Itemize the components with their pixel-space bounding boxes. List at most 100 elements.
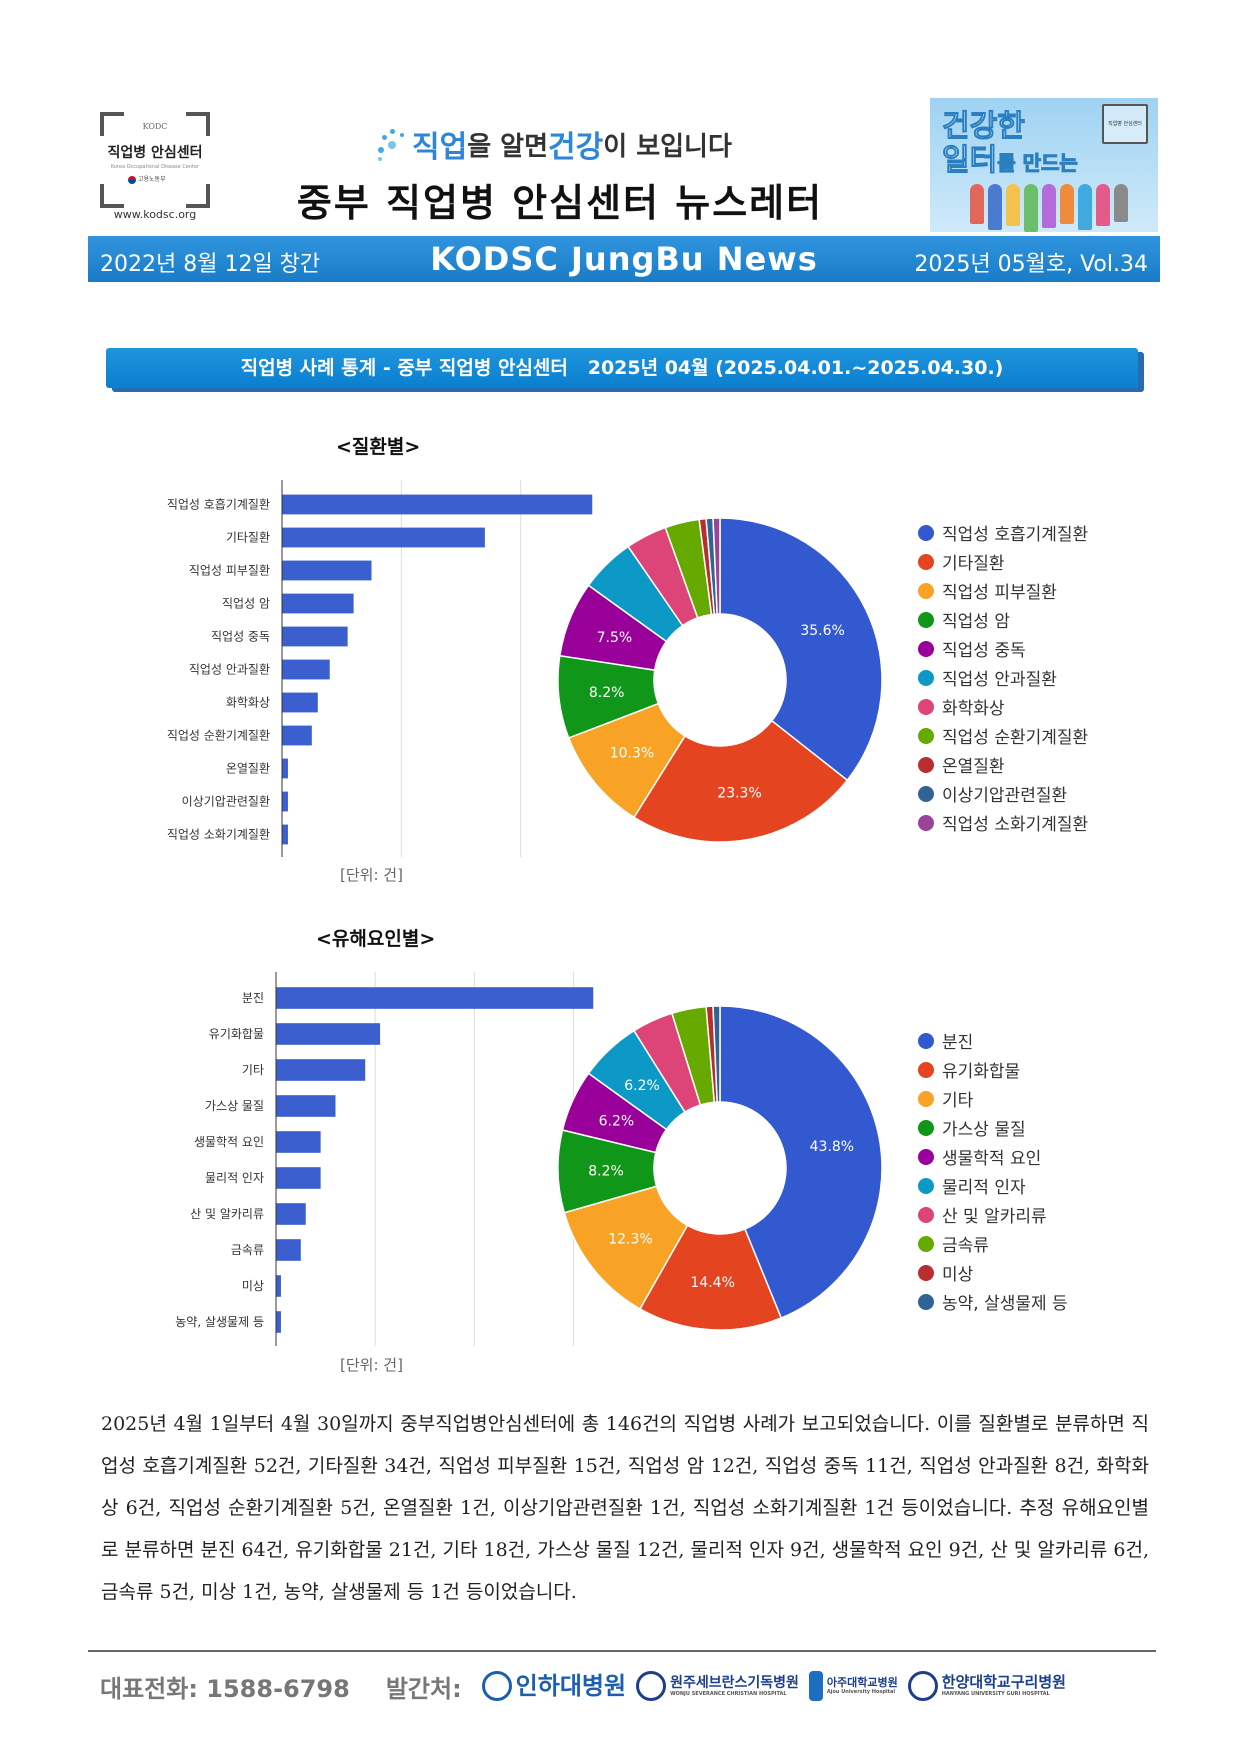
footer: 대표전화: 1588-6798 발간처: 인하대병원 원주세브란스기독병원 WON… (100, 1664, 1066, 1708)
legend-label: 직업성 중독 (942, 641, 1026, 661)
legend-item: 직업성 암 (918, 605, 1088, 634)
unit-label-hazard: [단위: 건] (340, 1356, 403, 1374)
category-label: 산 및 알카리류 (190, 1207, 264, 1221)
legend-dot-icon (918, 1235, 934, 1252)
legend-dot-icon (918, 1206, 934, 1223)
pie-slice (719, 517, 883, 782)
bar (276, 1167, 321, 1189)
legend-dot-icon (918, 698, 934, 715)
kodc-logo: KODC 직업병 안심센터 Korea Occupational Disease… (92, 108, 218, 221)
legend-item: 직업성 안과질환 (918, 663, 1088, 692)
hospital-inha-logo: 인하대병원 (481, 1671, 626, 1701)
bar (282, 725, 312, 746)
bar (282, 824, 288, 845)
workers-illustration (970, 184, 1128, 232)
category-label: 유기화합물 (209, 1027, 264, 1041)
inha-emblem-icon (481, 1671, 512, 1701)
legend-label: 산 및 알카리류 (942, 1207, 1047, 1227)
bar (276, 1131, 321, 1153)
issue-number: 2025년 05월호, Vol.34 (914, 252, 1148, 277)
legend-label: 직업성 안과질환 (942, 670, 1057, 690)
wonju-emblem-icon (636, 1671, 667, 1701)
legend-item: 직업성 피부질환 (918, 576, 1088, 605)
legend-item: 이상기압관련질환 (918, 779, 1088, 808)
bar (276, 1023, 381, 1045)
bar (276, 1275, 281, 1297)
legend-dot-icon (918, 1061, 934, 1078)
legend-item: 산 및 알카리류 (918, 1200, 1068, 1229)
bar (276, 1239, 301, 1261)
legend-item: 물리적 인자 (918, 1171, 1068, 1200)
slice-label: 6.2% (599, 1113, 635, 1129)
legend-item: 미상 (918, 1258, 1068, 1287)
category-label: 직업성 호흡기계질환 (167, 498, 270, 512)
slice-label: 10.3% (610, 745, 654, 761)
legend-dot-icon (918, 1264, 934, 1281)
section-title: 직업병 사례 통계 - 중부 직업병 안심센터 2025년 04월 (2025.… (106, 348, 1138, 388)
category-label: 기타질환 (226, 531, 270, 545)
category-label: 직업성 중독 (211, 630, 270, 644)
bar (282, 791, 288, 812)
slice-label: 43.8% (810, 1139, 854, 1155)
legend-label: 농약, 살생물제 등 (942, 1294, 1068, 1314)
legend-item: 직업성 순환기계질환 (918, 721, 1088, 750)
founded-date: 2022년 8월 12일 창간 (100, 252, 321, 277)
legend-label: 유기화합물 (942, 1062, 1021, 1082)
legend-label: 생물학적 요인 (942, 1149, 1042, 1169)
slice-label: 35.6% (800, 623, 844, 639)
legend-item: 온열질환 (918, 750, 1088, 779)
legend-dot-icon (918, 553, 934, 570)
newsletter-title: 중부 직업병 안심센터 뉴스레터 (296, 181, 824, 225)
legend-label: 가스상 물질 (942, 1120, 1026, 1140)
masthead-name: KODSC JungBu News (430, 240, 818, 278)
bar (276, 987, 594, 1009)
legend-label: 직업성 피부질환 (942, 583, 1057, 603)
hanyang-emblem-icon (907, 1671, 938, 1701)
legend-dot-icon (918, 640, 934, 657)
legend-dot-icon (918, 1090, 934, 1107)
category-label: 생물학적 요인 (194, 1135, 264, 1149)
legend-item: 직업성 중독 (918, 634, 1088, 663)
hazard-legend: 분진 유기화합물 기타 가스상 물질 생물학적 요인 물리적 인자 산 및 알카리류 금속류 미… (918, 1026, 1068, 1316)
bar (282, 626, 348, 647)
bar (282, 494, 593, 515)
category-label: 가스상 물질 (205, 1099, 264, 1113)
ajou-emblem-icon (808, 1671, 823, 1701)
legend-dot-icon (918, 785, 934, 802)
pie-slice (719, 1005, 883, 1319)
legend-label: 기타질환 (942, 554, 1005, 574)
slogan: 직업 을 알면 건강 이 보입니다 (376, 124, 732, 165)
category-label: 직업성 안과질환 (189, 663, 270, 677)
legend-item: 화학화상 (918, 692, 1088, 721)
slice-label: 7.5% (597, 630, 633, 646)
logo-name: 직업병 안심센터 (107, 145, 203, 161)
legend-item: 유기화합물 (918, 1055, 1068, 1084)
logo-abbr: KODC (142, 122, 168, 131)
category-label: 금속류 (231, 1243, 264, 1257)
category-label: 직업성 피부질환 (189, 564, 270, 578)
pie-slice (632, 719, 849, 843)
publisher-label: 발간처: (385, 1674, 462, 1703)
bar (282, 692, 318, 713)
legend-dot-icon (918, 814, 934, 831)
sparkle-icon (376, 127, 410, 161)
legend-label: 직업성 소화기계질환 (942, 815, 1089, 835)
hospital-wonju-logo: 원주세브란스기독병원 WONJU SEVERANCE CHRISTIAN HOSP… (636, 1671, 799, 1701)
legend-label: 기타 (942, 1091, 974, 1111)
legend-item: 기타 (918, 1084, 1068, 1113)
bar (282, 593, 354, 614)
disease-donut-chart: 35.6% 23.3% 10.3% 8.2% 7.5% (557, 517, 883, 843)
category-label: 기타 (242, 1063, 264, 1077)
legend-dot-icon (918, 582, 934, 599)
phone-number: 대표전화: 1588-6798 (100, 1674, 350, 1703)
category-label: 직업성 소화기계질환 (167, 828, 270, 842)
legend-label: 온열질환 (942, 757, 1005, 777)
pie-slice (712, 517, 721, 615)
slice-label: 6.2% (624, 1078, 660, 1094)
legend-label: 금속류 (942, 1236, 989, 1256)
legend-item: 직업성 호흡기계질환 (918, 518, 1088, 547)
bar (276, 1311, 281, 1333)
legend-dot-icon (918, 524, 934, 541)
hospital-hanyang-logo: 한양대학교구리병원 HANYANG UNIVERSITY GURI HOSPITA… (907, 1671, 1066, 1701)
